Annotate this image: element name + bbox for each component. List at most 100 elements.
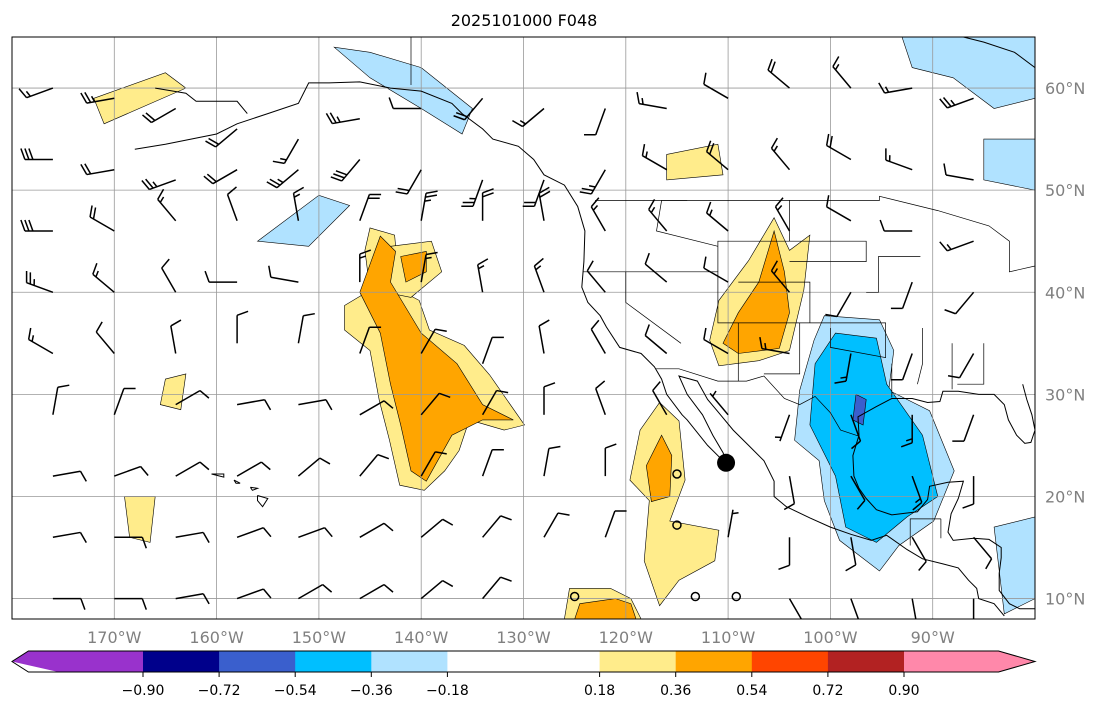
colorbar-segment [219,651,296,672]
barb-half [33,279,36,286]
coastline [852,384,1035,610]
barb-full [879,219,885,232]
colorbar-tick-label: 0.72 [812,683,843,699]
barb-full [24,148,30,160]
barb-full [335,170,348,176]
barb-half [592,204,599,211]
colorbar-segment [827,651,905,672]
barb-staff [95,331,115,354]
barb-full [644,324,650,336]
location-marker-dot [717,453,736,472]
wind-barb [142,107,177,124]
border-line [799,322,886,359]
barb-full [20,148,26,160]
wind-barb [962,476,975,509]
wind-barb [298,398,333,411]
barb-full [333,173,345,179]
barb-staff [26,87,54,99]
colorbar-tick-label: −0.54 [274,683,317,699]
barb-staff [590,169,606,195]
barb-half [95,270,99,278]
wind-barb [157,188,177,222]
wind-barb [175,389,210,406]
colorbar-tick-label: 0.36 [660,683,691,699]
barb-staff [533,265,545,293]
barb-staff [850,414,862,442]
barb-half [914,498,921,504]
barb-staff [947,240,974,252]
barb-staff [283,138,300,164]
wind-barb [584,108,607,136]
barb-staff [538,193,545,221]
barb-staff [52,387,59,415]
colorbar-tick-label: −0.72 [198,683,241,699]
barb-full [206,173,217,183]
barb-full [383,584,394,593]
wind-barb [359,326,382,354]
wind-barb [420,190,438,221]
barb-full [202,532,210,543]
barb-staff [89,216,115,232]
barb-full [890,379,903,381]
barb-full [584,134,596,136]
barb-full [703,72,707,85]
wind-barb [604,443,617,477]
barb-staff [212,169,238,185]
barb-staff [885,159,913,171]
wind-barb [476,258,489,293]
longitude-tick-label: 110°W [701,628,756,647]
contour-region [645,434,673,502]
barb-full [435,451,447,455]
wind-barb [703,256,729,283]
barb-full [462,201,475,204]
barb-full [595,380,606,390]
point-markers [569,453,742,602]
border-line [789,240,867,262]
barb-full [272,160,285,165]
barb-staff [52,470,81,477]
barb-full [262,588,272,599]
longitude-tick-label: 100°W [803,628,858,647]
barb-half [950,99,956,106]
barb-full [142,114,152,124]
barb-staff [420,193,427,221]
longitude-tick-label: 90°W [911,628,955,647]
wind-barb [236,461,271,477]
barb-full [29,272,32,285]
barb-full [425,190,438,194]
wind-barb [834,353,852,384]
wind-barb [595,380,607,416]
wind-barb [268,265,299,283]
barb-full [388,97,394,109]
wind-barb [481,449,504,477]
barb-full [579,191,592,195]
wind-barb [705,140,729,171]
barb-full [369,193,382,196]
barb-staff [706,151,729,171]
barb-staff [292,193,300,221]
barb-half [650,206,656,214]
barb-staff [642,155,668,171]
contour-region [333,46,473,135]
barb-staff [538,325,545,354]
barb-full [18,88,28,99]
wind-barb [272,138,300,165]
wind-barb [52,384,70,415]
wind-barb [25,271,54,294]
barb-staff [543,448,550,477]
wind-barb [359,249,372,283]
barb-full [438,392,451,399]
barb-staff [590,206,606,232]
barb-staff [298,527,325,539]
barb-half [834,63,840,71]
barb-full [157,188,165,200]
wind-barb [832,56,852,89]
barb-full [832,56,840,68]
barb-staff [774,206,791,232]
wind-barb [27,327,54,355]
barb-staff [92,273,115,293]
wind-barb [359,193,382,222]
barb-half [159,196,165,203]
barb-full [834,380,847,384]
barb-full [442,518,454,526]
